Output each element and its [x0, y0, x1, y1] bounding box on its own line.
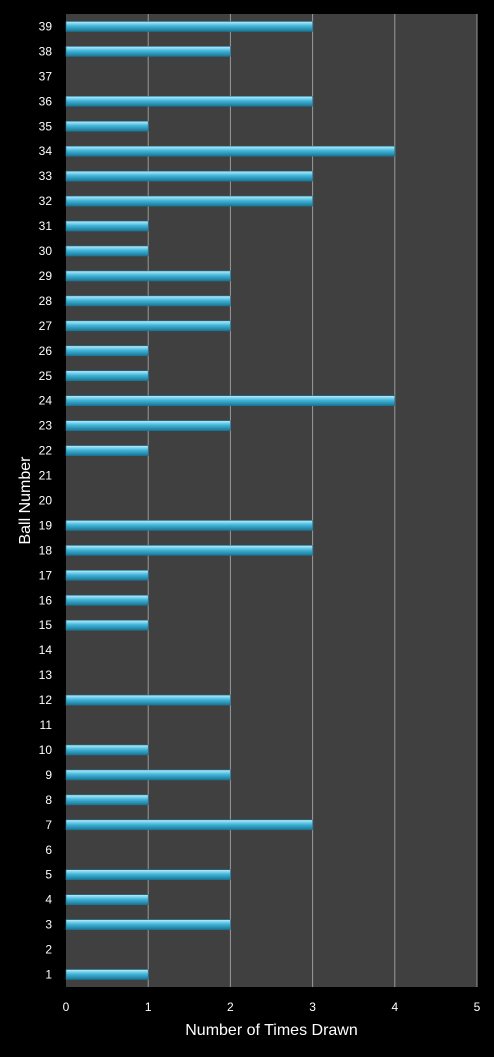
- bar-ball-27: [65, 320, 231, 332]
- x-tick-label: 3: [309, 1000, 316, 1014]
- y-tick-label: 11: [40, 718, 53, 732]
- bar-ball-25: [65, 370, 149, 382]
- y-tick-label: 16: [39, 593, 53, 607]
- bar-ball-10: [65, 744, 149, 756]
- y-tick-label: 23: [39, 419, 53, 433]
- bar-ball-36: [65, 96, 313, 107]
- bar-ball-15: [65, 619, 149, 631]
- x-tick-labels: 0 1 2 3 4 5: [63, 1000, 481, 1014]
- x-tick-label: 1: [145, 1000, 152, 1014]
- y-tick-label: 5: [45, 868, 52, 882]
- y-tick-label: 6: [45, 843, 52, 857]
- y-tick-label: 20: [39, 494, 53, 508]
- bar-ball-18: [65, 545, 313, 556]
- y-tick-label: 31: [39, 219, 53, 233]
- bar-ball-4: [65, 894, 149, 905]
- bar-ball-31: [65, 220, 149, 232]
- bar-ball-19: [65, 520, 313, 531]
- bar-ball-39: [65, 21, 313, 32]
- y-tick-label: 15: [39, 618, 53, 632]
- bar-ball-1: [65, 969, 149, 980]
- bar-ball-33: [65, 170, 313, 182]
- y-tick-label: 19: [39, 518, 53, 532]
- y-tick-label: 36: [39, 94, 53, 108]
- y-tick-label: 37: [39, 69, 53, 83]
- bar-ball-12: [65, 694, 231, 706]
- y-tick-label: 28: [39, 294, 53, 308]
- x-tick-label: 4: [391, 1000, 398, 1014]
- y-tick-label: 3: [45, 918, 52, 932]
- x-axis-title: Number of Times Drawn: [185, 1022, 358, 1039]
- y-tick-label: 35: [39, 119, 53, 133]
- bars: [65, 21, 396, 980]
- y-tick-label: 12: [39, 693, 53, 707]
- x-tick-label: 5: [474, 1000, 481, 1014]
- y-tick-labels: 1234567891011121314151617181920212223242…: [39, 19, 53, 981]
- y-tick-label: 17: [39, 568, 53, 582]
- bar-ball-34: [65, 145, 396, 157]
- bar-ball-24: [65, 395, 396, 407]
- bar-ball-35: [65, 120, 149, 132]
- y-tick-label: 38: [39, 44, 53, 58]
- y-tick-label: 4: [45, 893, 52, 907]
- bar-ball-30: [65, 245, 149, 257]
- y-tick-label: 8: [45, 793, 52, 807]
- y-tick-label: 2: [45, 943, 52, 957]
- bar-ball-23: [65, 420, 231, 431]
- bar-ball-32: [65, 195, 313, 207]
- bar-ball-28: [65, 295, 231, 307]
- x-tick-label: 2: [227, 1000, 234, 1014]
- y-tick-label: 33: [39, 169, 53, 183]
- y-tick-label: 1: [45, 968, 52, 982]
- bar-ball-5: [65, 869, 231, 881]
- y-axis-title: Ball Number: [17, 456, 34, 545]
- y-tick-label: 39: [39, 19, 53, 33]
- bar-ball-3: [65, 919, 231, 930]
- bar-ball-8: [65, 794, 149, 806]
- bar-ball-22: [65, 445, 149, 456]
- bar-ball-16: [65, 594, 149, 606]
- y-tick-label: 10: [39, 743, 53, 757]
- x-tick-label: 0: [63, 1000, 70, 1014]
- y-tick-label: 7: [45, 818, 52, 832]
- y-tick-label: 18: [39, 543, 53, 557]
- y-tick-label: 29: [39, 269, 53, 283]
- bar-ball-38: [65, 46, 231, 57]
- y-tick-label: 21: [39, 469, 53, 483]
- y-tick-label: 24: [39, 394, 53, 408]
- y-tick-label: 26: [39, 344, 53, 358]
- plot-area: [66, 14, 477, 987]
- bar-ball-9: [65, 769, 231, 781]
- bar-ball-26: [65, 345, 149, 357]
- y-tick-label: 30: [39, 244, 53, 258]
- y-tick-label: 32: [39, 194, 53, 208]
- y-tick-label: 14: [39, 643, 53, 657]
- bar-ball-7: [65, 819, 313, 831]
- y-tick-label: 27: [39, 319, 53, 333]
- y-tick-label: 25: [39, 369, 53, 383]
- y-tick-label: 9: [45, 768, 52, 782]
- bar-ball-29: [65, 270, 231, 282]
- y-tick-label: 13: [39, 668, 53, 682]
- y-tick-label: 34: [39, 144, 53, 158]
- bar-ball-17: [65, 570, 149, 581]
- y-tick-label: 22: [39, 444, 53, 458]
